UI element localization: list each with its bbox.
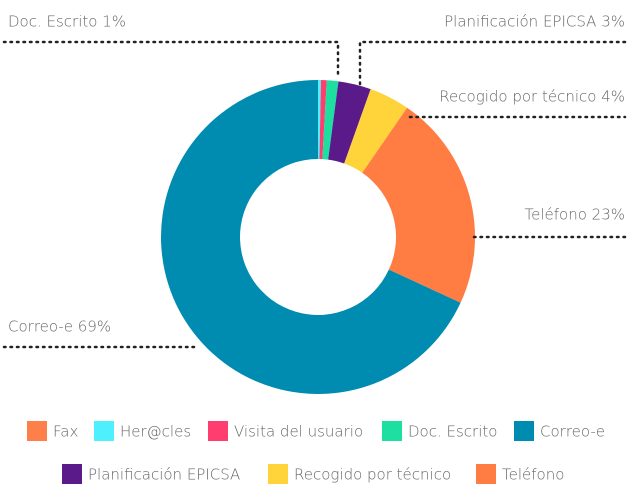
legend-swatch: [382, 421, 402, 441]
donut-slice: [344, 89, 408, 173]
legend-swatch: [208, 421, 228, 441]
donut-slice: [328, 81, 371, 164]
legend-swatch: [268, 464, 288, 484]
legend-swatch: [514, 421, 534, 441]
data-label: Correo-e 69%: [8, 318, 111, 336]
legend-label: Recogido por técnico: [294, 466, 451, 484]
leader-line: [2, 40, 340, 80]
legend-swatch: [27, 421, 47, 441]
legend-swatch: [94, 421, 114, 441]
donut-slice: [318, 80, 321, 160]
donut-slice: [322, 80, 339, 160]
data-label: Planificación EPICSA 3%: [444, 13, 625, 31]
legend-swatch: [476, 464, 496, 484]
data-label: Doc. Escrito 1%: [8, 13, 126, 31]
donut-slice: [362, 107, 475, 303]
legend-label: Visita del usuario: [234, 423, 363, 441]
legend-label: Doc. Escrito: [408, 423, 497, 441]
legend-label: Teléfono: [502, 466, 564, 484]
legend-label: Fax: [53, 423, 78, 441]
legend-label: Her@cles: [120, 423, 191, 441]
data-label: Teléfono 23%: [525, 206, 626, 224]
leader-line: [358, 40, 627, 88]
donut-slice: [161, 80, 461, 395]
legend-label: Correo-e: [540, 423, 605, 441]
legend-swatch: [62, 464, 82, 484]
donut-slice: [319, 80, 327, 160]
legend-label: Planificación EPICSA: [88, 466, 240, 484]
data-label: Recogido por técnico 4%: [439, 88, 625, 106]
